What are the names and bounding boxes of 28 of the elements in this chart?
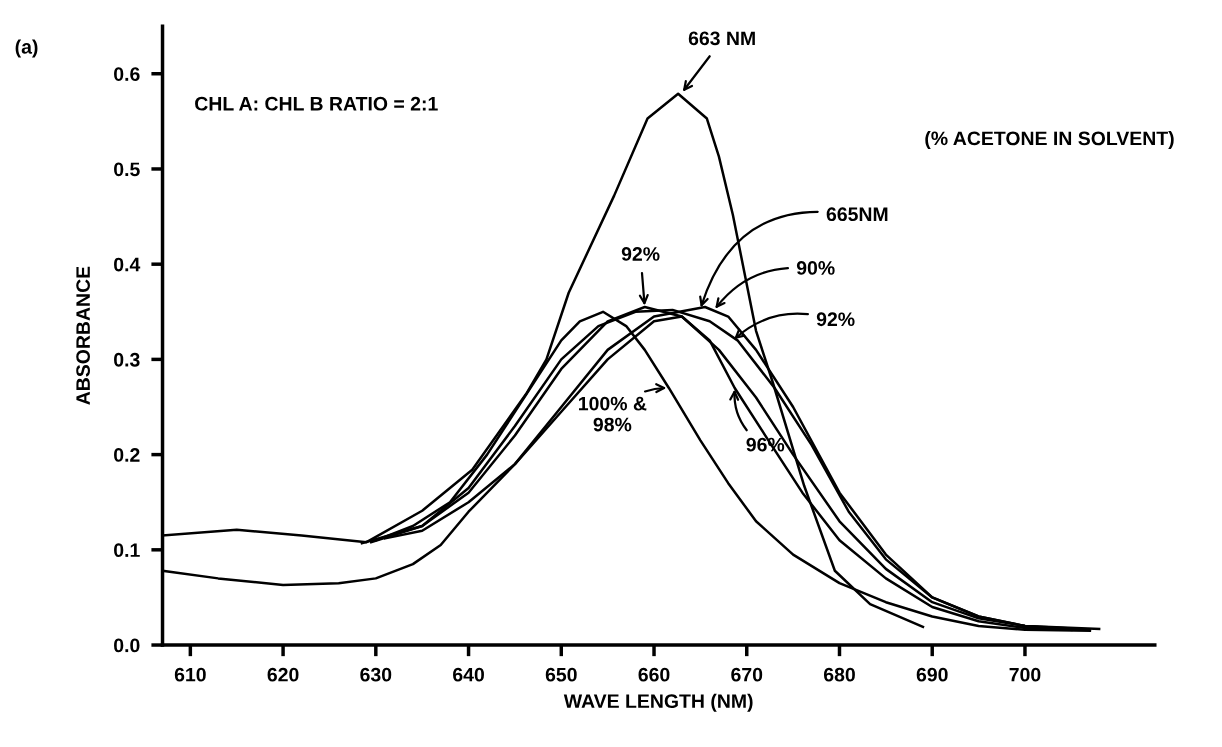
annotation: (% ACETONE IN SOLVENT)	[925, 130, 1174, 150]
x-tick-label: 650	[545, 667, 577, 682]
x-tick-label: 630	[360, 667, 392, 682]
y-tick-label: 0.2	[114, 448, 140, 462]
y-axis-title: ABSORBANCE	[76, 266, 90, 405]
annotation: 92%	[816, 312, 855, 327]
x-axis-title: WAVE LENGTH (NM)	[563, 693, 753, 712]
x-tick-label: 690	[916, 667, 948, 682]
y-tick-label: 0.5	[114, 162, 140, 177]
annotation: 90%	[796, 261, 835, 275]
x-tick-label: 670	[731, 667, 763, 682]
x-tick-label: 700	[1009, 667, 1041, 682]
annotation: 663 NM	[688, 31, 755, 46]
y-tick-label: 0.4	[114, 257, 141, 272]
x-tick-label: 660	[638, 667, 670, 682]
y-tick-label: 0.0	[114, 638, 140, 653]
x-tick-label: 680	[823, 667, 855, 682]
x-tick-label: 610	[174, 667, 206, 682]
x-tick-label: 640	[453, 667, 484, 682]
y-tick-label: 0.1	[114, 543, 140, 558]
text: (a)	[15, 39, 38, 58]
y-tick-label: 0.3	[114, 352, 140, 367]
annotation: 665NM	[826, 207, 888, 222]
annotation: 92%	[621, 247, 660, 261]
y-tick-label: 0.6	[114, 67, 140, 81]
x-tick-label: 620	[267, 667, 299, 682]
annotation: 100% & 98%	[579, 396, 647, 432]
annotation: CHL A: CHL B RATIO = 2:1	[195, 96, 438, 111]
